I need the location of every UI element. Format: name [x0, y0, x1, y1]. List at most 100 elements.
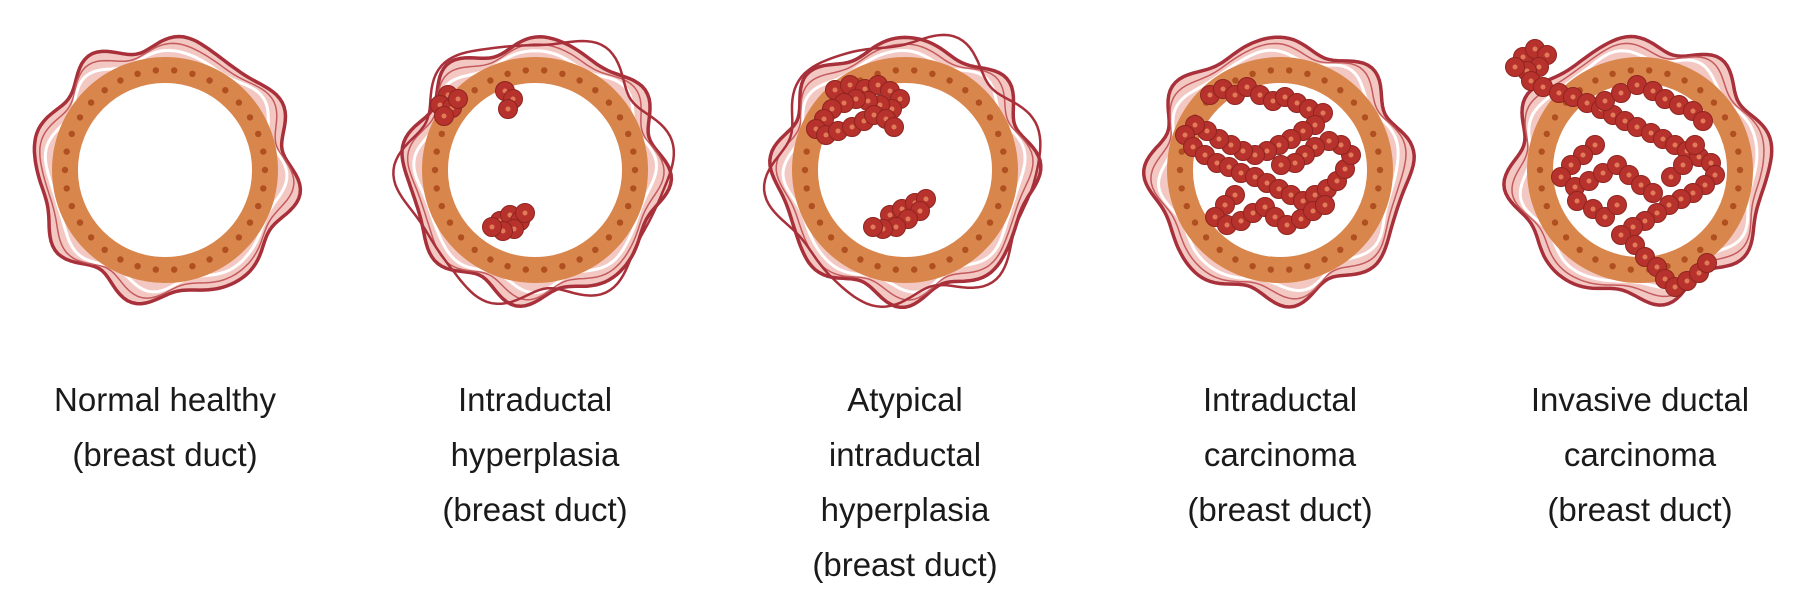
abnormal-cell-nucleus [1614, 162, 1620, 168]
caption-line: carcinoma [1563, 436, 1717, 473]
epithelial-nucleus [1592, 77, 1599, 84]
epithelial-nucleus [171, 67, 178, 74]
abnormal-cell-nucleus [849, 124, 855, 130]
epithelial-nucleus [946, 256, 953, 263]
epithelial-nucleus [911, 266, 918, 273]
abnormal-cell-nucleus [897, 96, 903, 102]
epithelial-nucleus [260, 148, 267, 155]
epithelial-nucleus [616, 219, 624, 226]
epithelial-nucleus [541, 67, 548, 74]
epithelial-nucleus [803, 185, 810, 192]
abnormal-cell-nucleus [1532, 46, 1538, 52]
epithelial-nucleus [260, 185, 267, 192]
abnormal-cell-nucleus [1312, 144, 1318, 150]
abnormal-cell-nucleus [1207, 92, 1213, 98]
abnormal-cell-nucleus [862, 86, 868, 92]
epithelial-nucleus [1592, 256, 1599, 263]
abnormal-cell-nucleus [1264, 180, 1270, 186]
abnormal-cell-nucleus [1654, 210, 1660, 216]
abnormal-cell-nucleus [1320, 110, 1326, 116]
abnormal-cell-nucleus [1712, 172, 1718, 178]
epithelial-nucleus [255, 130, 262, 138]
abnormal-cell-nucleus [1192, 122, 1198, 128]
epithelial-nucleus [101, 87, 108, 94]
epithelial-nucleus [246, 219, 254, 226]
epithelial-nucleus [962, 246, 969, 253]
epithelial-nucleus [171, 266, 178, 273]
abnormal-cell-nucleus [1544, 52, 1550, 58]
caption-line: (breast duct) [1187, 491, 1373, 528]
epithelial-nucleus [1304, 70, 1311, 78]
abnormal-cell-nucleus [853, 96, 859, 102]
epithelial-nucleus [134, 263, 141, 270]
epithelial-nucleus [1202, 234, 1210, 241]
duct-hyperplasia-figure [370, 5, 700, 335]
epithelial-nucleus [235, 99, 243, 106]
epithelial-nucleus [803, 148, 810, 155]
stroma-layer [406, 43, 665, 301]
duct-lumen [78, 83, 252, 257]
caption-line: Normal healthy [54, 381, 276, 418]
duct-normal-figure [0, 5, 330, 335]
epithelial-nucleus [605, 234, 613, 241]
epithelial-nucleus [1350, 234, 1358, 241]
abnormal-cell-nucleus [1590, 206, 1596, 212]
abnormal-cell-nucleus [1668, 174, 1674, 180]
caption-hyperplasia: Intraductal hyperplasia (breast duct) [375, 372, 695, 537]
abnormal-cell-nucleus [1592, 142, 1598, 148]
epithelial-nucleus [1232, 256, 1239, 263]
epithelial-nucleus [541, 266, 548, 273]
epithelial-nucleus [1304, 263, 1311, 270]
duct-carcinoma-svg [1142, 35, 1416, 309]
abnormal-cell-nucleus [1226, 164, 1232, 170]
abnormal-cell-nucleus [1650, 190, 1656, 196]
abnormal-cell-nucleus [1190, 144, 1196, 150]
abnormal-cell-nucleus [1690, 108, 1696, 114]
epithelial-nucleus [487, 77, 494, 84]
abnormal-cell-nucleus [1614, 202, 1620, 208]
abnormal-cell-nucleus [1306, 106, 1312, 112]
epithelial-nucleus [1697, 246, 1704, 253]
epithelial-nucleus [929, 70, 936, 78]
abnormal-cell-nucleus [1654, 264, 1660, 270]
epithelial-nucleus [1735, 185, 1742, 192]
duct-atypical-svg [762, 33, 1043, 310]
abnormal-cell-nucleus [1182, 132, 1188, 138]
epithelial-nucleus [1249, 263, 1256, 270]
epithelial-nucleus [63, 185, 70, 192]
epithelial-nucleus [1551, 219, 1559, 226]
epithelial-nucleus [246, 114, 254, 121]
abnormal-cell-nucleus [1348, 152, 1354, 158]
abnormal-cell-nucleus [1600, 170, 1606, 176]
epithelial-nucleus [1697, 87, 1704, 94]
abnormal-cell-nucleus [1556, 90, 1562, 96]
epithelial-nucleus [61, 166, 69, 174]
caption-line: (breast duct) [812, 546, 998, 583]
abnormal-cell-nucleus [1300, 198, 1306, 204]
abnormal-cell-nucleus [1568, 162, 1574, 168]
abnormal-cell-nucleus [1672, 142, 1678, 148]
caption-line: hyperplasia [450, 436, 620, 473]
abnormal-cell-nucleus [1342, 166, 1348, 172]
epithelial-nucleus [152, 266, 159, 273]
abnormal-cell-nucleus [437, 102, 443, 108]
epithelial-nucleus [1721, 219, 1729, 226]
caption-line: (breast duct) [442, 491, 628, 528]
abnormal-cell-nucleus [1696, 270, 1702, 276]
abnormal-cell-nucleus [1257, 92, 1263, 98]
epithelial-nucleus [975, 234, 983, 241]
epithelial-nucleus [471, 87, 478, 94]
abnormal-cell-nucleus [1696, 154, 1702, 160]
abnormal-cell-nucleus [1602, 214, 1608, 220]
abnormal-cell-nucleus [1322, 202, 1328, 208]
abnormal-cell-nucleus [1634, 82, 1640, 88]
abnormal-cell-nucleus [1622, 118, 1628, 124]
epithelial-nucleus [1538, 185, 1545, 192]
abnormal-cell-nucleus [1214, 160, 1220, 166]
abnormal-cell-nucleus [1528, 78, 1534, 84]
epithelial-nucleus [222, 87, 229, 94]
caption-line: Intraductal [1202, 381, 1358, 418]
abnormal-cell-nucleus [1298, 216, 1304, 222]
epithelial-nucleus [189, 70, 196, 78]
epithelial-nucleus [1232, 77, 1239, 84]
